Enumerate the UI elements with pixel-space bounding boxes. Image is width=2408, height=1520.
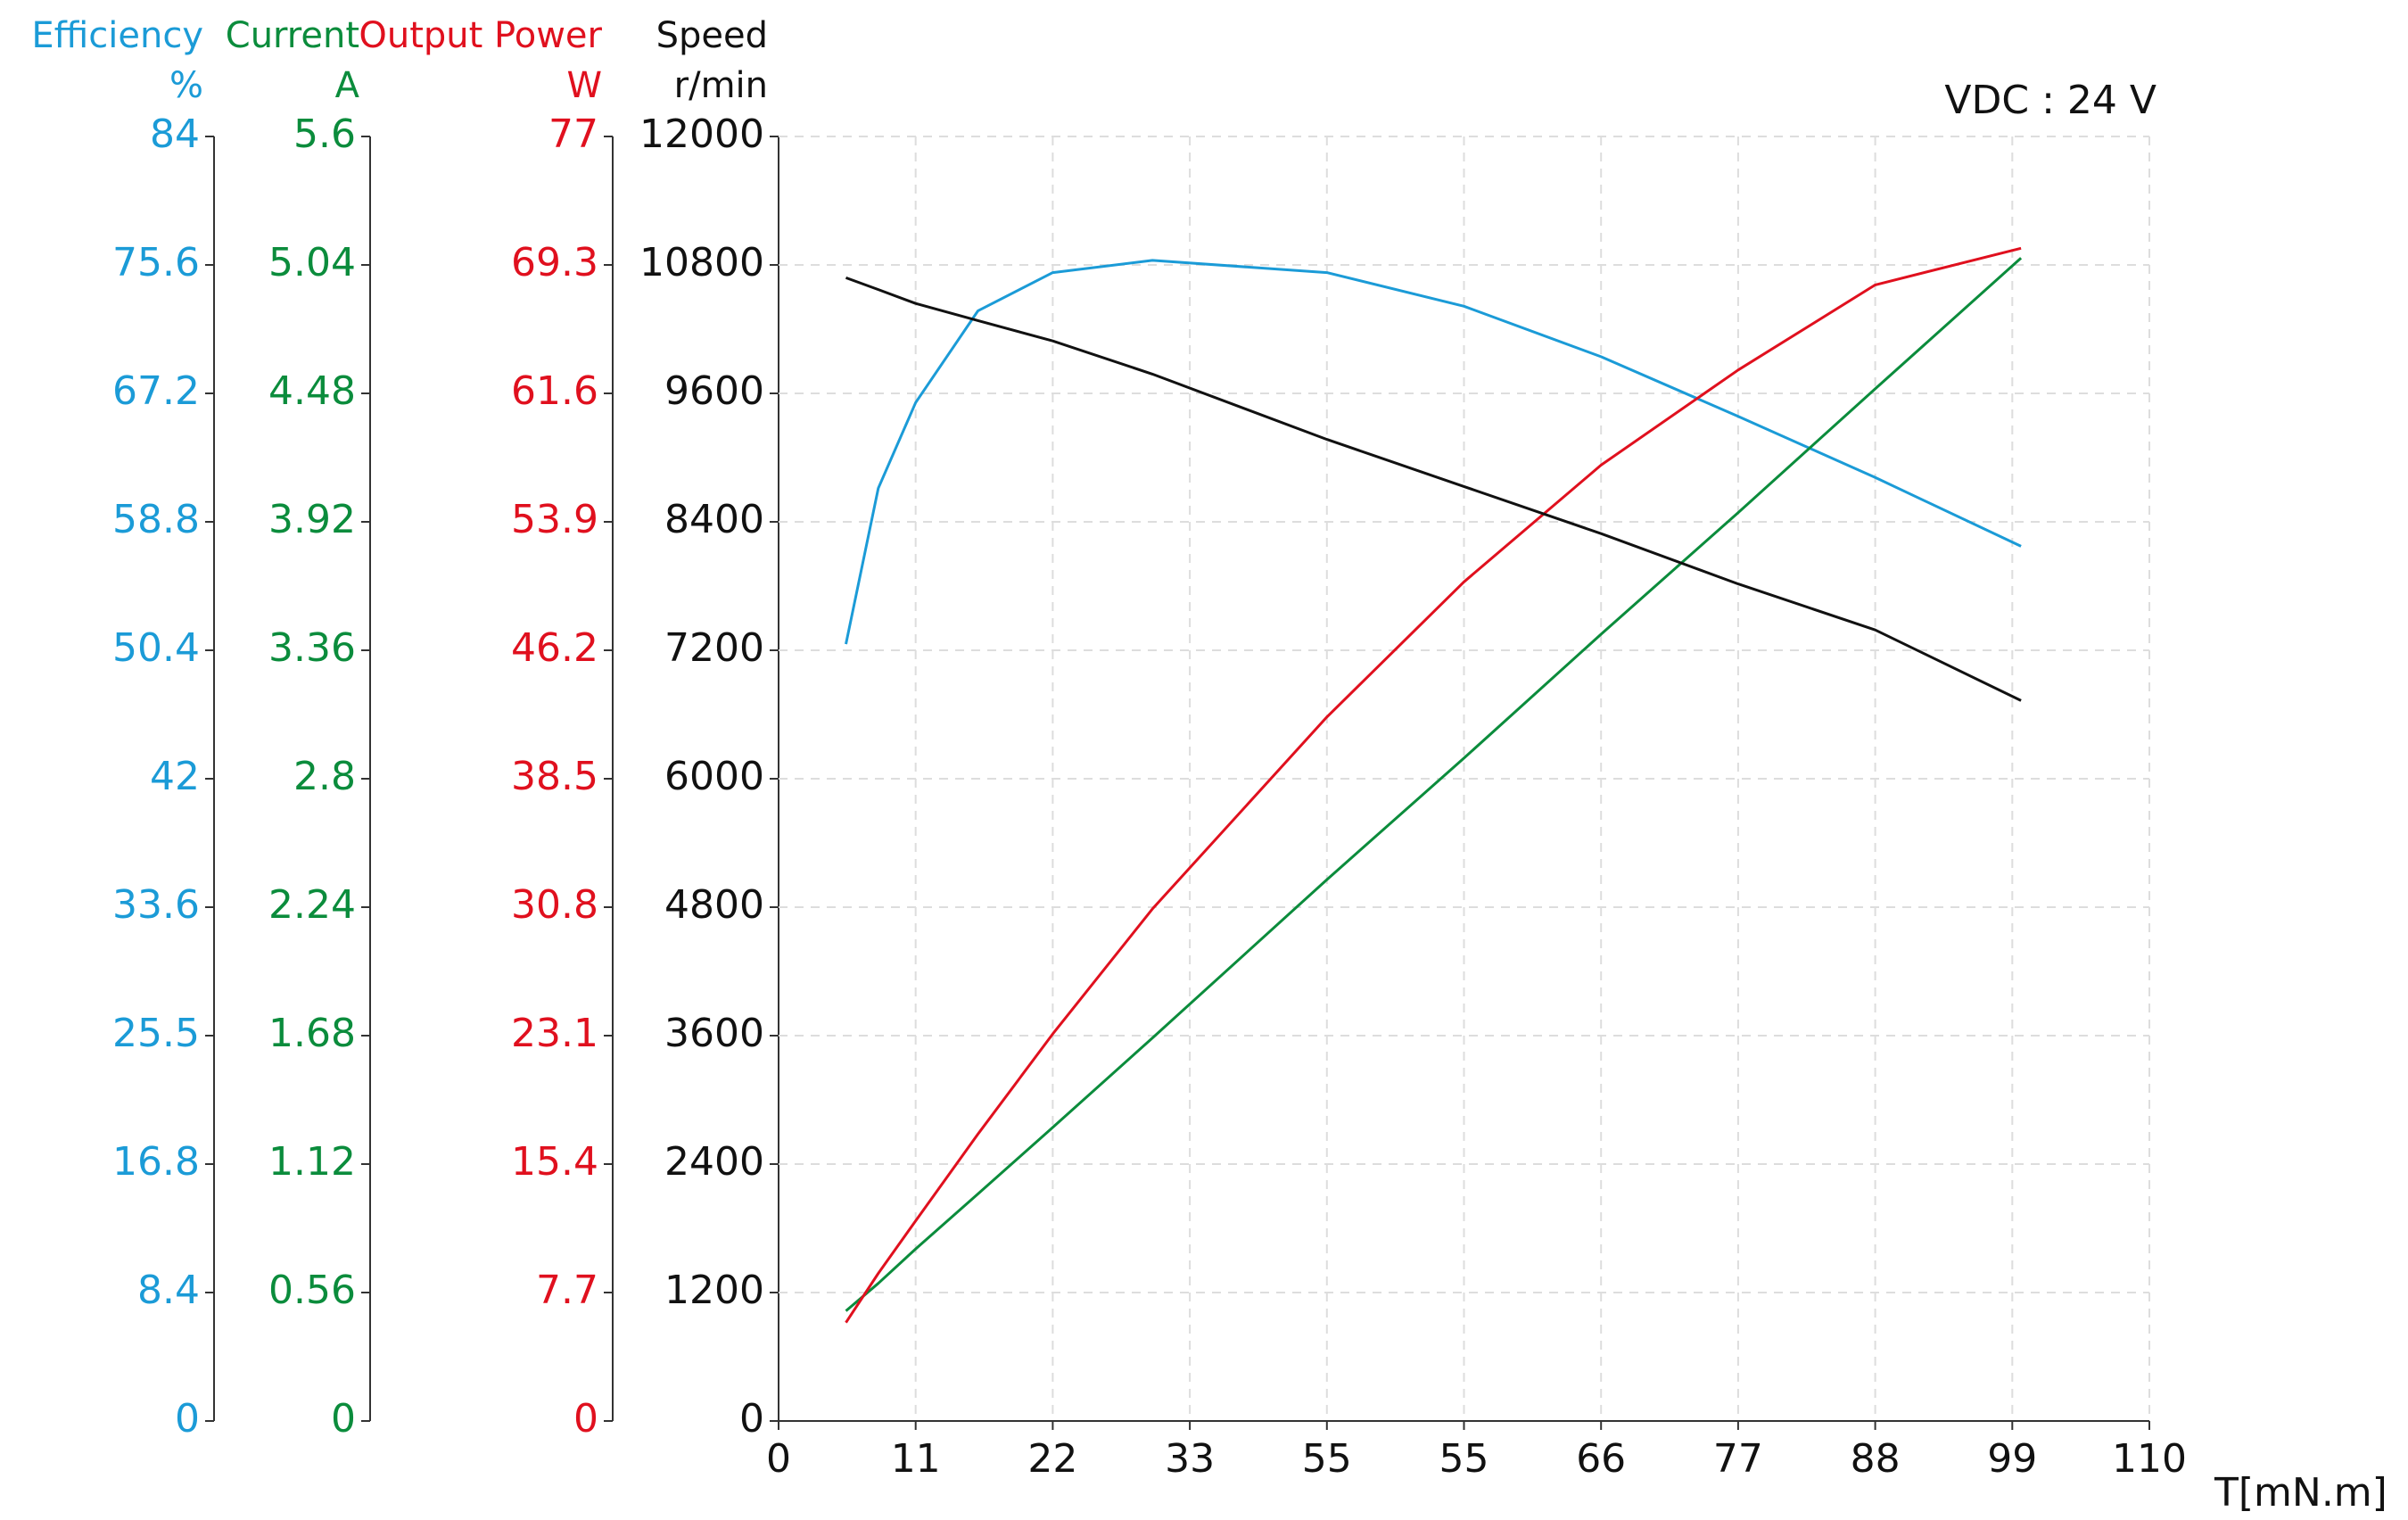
- y-tick-label: 3.36: [268, 625, 356, 671]
- y-axis-title: Efficiency: [31, 15, 203, 56]
- y-tick-label: 6000: [664, 754, 764, 799]
- y-tick-label: 46.2: [511, 625, 598, 671]
- series-line: [845, 257, 2023, 1312]
- x-tick-label: 66: [1576, 1436, 1626, 1482]
- x-tick-label: 77: [1713, 1436, 1763, 1482]
- y-axis-title: Current: [226, 15, 359, 56]
- x-tick-label: 11: [891, 1436, 941, 1482]
- y-tick-label: 77: [548, 112, 598, 157]
- y-tick-label: 16.8: [112, 1139, 200, 1185]
- y-tick-label: 2400: [664, 1139, 764, 1185]
- y-axis-unit: %: [169, 65, 203, 106]
- y-axis-unit: r/min: [674, 65, 768, 106]
- y-tick-label: 10800: [639, 240, 764, 285]
- y-tick-label: 8400: [664, 497, 764, 542]
- y-tick-label: 23.1: [511, 1011, 598, 1056]
- y-tick-label: 53.9: [511, 497, 598, 542]
- y-tick-label: 1.68: [268, 1011, 356, 1056]
- y-tick-label: 25.5: [112, 1011, 200, 1056]
- y-tick-label: 61.6: [511, 368, 598, 414]
- y-tick-label: 12000: [639, 112, 764, 157]
- y-tick-label: 3600: [664, 1011, 764, 1056]
- y-tick-label: 4800: [664, 882, 764, 928]
- series-line: [845, 276, 2022, 702]
- x-tick-label: 88: [1851, 1436, 1901, 1482]
- y-tick-label: 5.6: [293, 112, 356, 157]
- y-tick-label: 5.04: [268, 240, 356, 285]
- y-tick-label: 15.4: [511, 1139, 598, 1185]
- x-tick-label: 55: [1439, 1436, 1489, 1482]
- x-tick-label: 33: [1165, 1436, 1215, 1482]
- y-tick-label: 0.56: [268, 1268, 356, 1313]
- y-tick-label: 2.8: [293, 754, 356, 799]
- x-tick-label: 99: [1987, 1436, 2037, 1482]
- y-tick-label: 1200: [664, 1268, 764, 1313]
- y-axis-unit: W: [566, 65, 602, 106]
- y-tick-label: 2.24: [268, 882, 356, 928]
- y-tick-label: 33.6: [112, 882, 200, 928]
- x-axis-label: T[mN.m]: [2214, 1470, 2387, 1516]
- y-tick-label: 1.12: [268, 1139, 356, 1185]
- x-tick-label: 55: [1302, 1436, 1352, 1482]
- y-tick-label: 0: [331, 1396, 356, 1442]
- x-tick-label: 110: [2112, 1436, 2187, 1482]
- y-tick-label: 58.8: [112, 497, 200, 542]
- y-tick-label: 7.7: [536, 1268, 598, 1313]
- y-tick-label: 8.4: [137, 1268, 200, 1313]
- y-axis-title: Speed: [656, 15, 768, 56]
- x-tick-label: 22: [1027, 1436, 1077, 1482]
- y-tick-label: 30.8: [511, 882, 598, 928]
- y-tick-label: 75.6: [112, 240, 200, 285]
- y-tick-label: 7200: [664, 625, 764, 671]
- series-line: [845, 246, 2022, 1324]
- y-tick-label: 67.2: [112, 368, 200, 414]
- y-tick-label: 38.5: [511, 754, 598, 799]
- y-tick-label: 50.4: [112, 625, 200, 671]
- y-tick-label: 69.3: [511, 240, 598, 285]
- y-axis-unit: A: [335, 65, 360, 106]
- y-tick-label: 3.92: [268, 497, 356, 542]
- y-tick-label: 0: [175, 1396, 200, 1442]
- x-tick-label: 0: [766, 1436, 791, 1482]
- annotation: VDC : 24 V: [1944, 78, 2156, 123]
- y-tick-label: 42: [150, 754, 200, 799]
- series-line: [845, 259, 2022, 645]
- y-tick-label: 9600: [664, 368, 764, 414]
- y-tick-label: 4.48: [268, 368, 356, 414]
- y-tick-label: 0: [739, 1396, 764, 1442]
- y-tick-label: 84: [150, 112, 200, 157]
- y-tick-label: 0: [573, 1396, 598, 1442]
- y-axis-title: Output Power: [359, 15, 602, 56]
